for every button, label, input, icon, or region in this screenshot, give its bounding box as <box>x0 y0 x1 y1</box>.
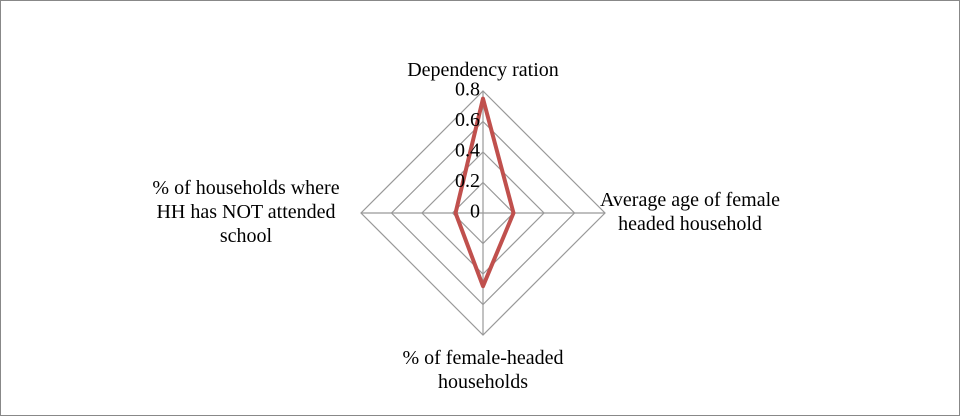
r-tick-label: 0.2 <box>455 170 480 192</box>
category-label: % of households where HH has NOT attended… <box>152 177 339 247</box>
category-label: % of female-headed households <box>402 347 563 393</box>
r-tick-label: 0.4 <box>455 140 480 162</box>
category-label: Average age of female headed household <box>600 189 780 235</box>
r-tick-label: 0 <box>470 201 480 223</box>
category-label: Dependency ration <box>407 59 559 81</box>
series-line <box>453 96 516 289</box>
r-tick-label: 0.6 <box>455 109 480 131</box>
r-tick-label: 0.8 <box>455 79 480 101</box>
